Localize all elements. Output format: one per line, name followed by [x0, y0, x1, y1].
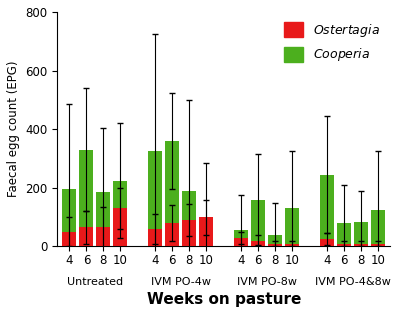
Bar: [165, 141, 179, 223]
Bar: [251, 200, 265, 240]
Bar: [199, 217, 213, 246]
Bar: [285, 244, 299, 246]
Bar: [285, 208, 299, 244]
Bar: [337, 223, 351, 244]
Bar: [113, 180, 127, 208]
Bar: [80, 228, 94, 246]
Bar: [113, 208, 127, 246]
Bar: [251, 240, 265, 246]
Y-axis label: Faecal egg count (EPG): Faecal egg count (EPG): [7, 61, 20, 198]
Legend: $\it{Ostertagia}$, $\it{Cooperia}$: $\it{Ostertagia}$, $\it{Cooperia}$: [281, 18, 384, 67]
Bar: [371, 210, 385, 244]
Bar: [354, 222, 368, 244]
Bar: [96, 228, 110, 246]
Bar: [62, 189, 76, 232]
Bar: [320, 175, 334, 239]
Bar: [62, 232, 76, 246]
Bar: [96, 192, 110, 228]
Text: IVM PO-8w: IVM PO-8w: [237, 277, 297, 287]
Bar: [234, 238, 248, 246]
Bar: [148, 229, 162, 246]
Bar: [165, 223, 179, 246]
Bar: [354, 244, 368, 246]
Text: IVM PO-4&8w: IVM PO-4&8w: [315, 277, 390, 287]
Text: IVM PO-4w: IVM PO-4w: [151, 277, 211, 287]
Text: Untreated: Untreated: [67, 277, 123, 287]
Bar: [371, 244, 385, 246]
Bar: [337, 244, 351, 246]
Bar: [320, 239, 334, 246]
Bar: [182, 220, 196, 246]
Bar: [234, 230, 248, 238]
Bar: [268, 235, 282, 244]
Bar: [80, 150, 94, 228]
Bar: [268, 244, 282, 246]
Bar: [182, 191, 196, 220]
Bar: [148, 151, 162, 229]
X-axis label: Weeks on pasture: Weeks on pasture: [146, 292, 301, 307]
